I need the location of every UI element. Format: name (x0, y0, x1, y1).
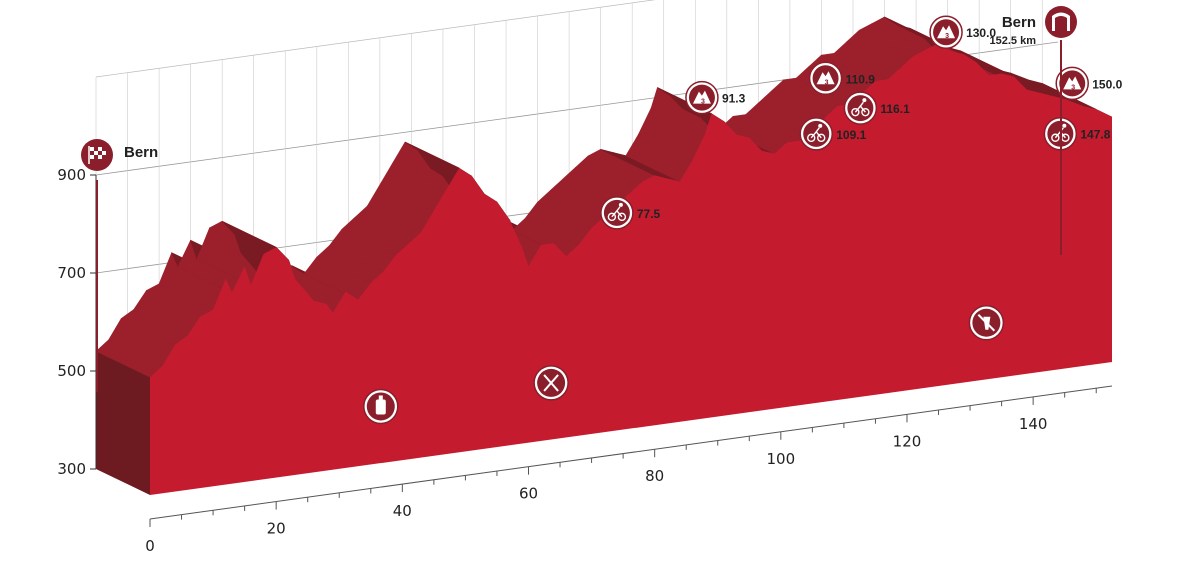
x-tick-label: 140 (1019, 415, 1048, 433)
mountain-cat3-icon: 3 (1055, 66, 1089, 101)
marker-climb: 3 91.3 (685, 80, 746, 115)
profile-front-face (150, 42, 1112, 495)
marker-km-label: 109.1 (836, 128, 866, 142)
marker-km-label: 110.9 (846, 72, 876, 86)
svg-text:3: 3 (1071, 84, 1075, 91)
finish-marker: Bern 152.5 km (990, 6, 1077, 255)
marker-sprint: 109.1 (799, 117, 867, 151)
sprint-icon (799, 117, 833, 151)
finish-label: Bern (1002, 14, 1036, 31)
service-marker (363, 388, 399, 425)
mountain-cat3-icon: 3 (808, 61, 843, 96)
axes: 300 500 700 900 0 20 40 60 80 100 120 140 (57, 166, 1113, 555)
profile-left-face (96, 351, 150, 495)
marker-km-label: 147.8 (1080, 128, 1110, 142)
mountain-cat3-icon: 3 (929, 15, 963, 49)
svg-text:3: 3 (945, 33, 949, 40)
feed-zone-icon (533, 365, 569, 401)
x-tick-label: 0 (145, 537, 155, 555)
marker-sprint: 77.5 (600, 196, 661, 230)
marker-km-label: 150.0 (1092, 77, 1122, 91)
service-marker (533, 365, 569, 401)
elevation-profile (95, 16, 1113, 495)
start-marker: Bern (81, 139, 158, 392)
x-tick-label: 60 (519, 485, 538, 503)
mountain-cat3-icon: 3 (685, 80, 719, 115)
sprint-icon (600, 196, 634, 230)
marker-km-label: 130.0 (966, 26, 996, 40)
marker-climb: 3 130.0 (929, 15, 996, 49)
bottle-icon (363, 388, 399, 425)
x-tick-label: 40 (393, 502, 412, 520)
marker-km-label: 116.1 (880, 102, 910, 116)
svg-text:3: 3 (701, 99, 705, 106)
x-tick-label: 120 (893, 432, 922, 450)
checkered-flag-icon (88, 146, 106, 164)
y-tick-label: 300 (57, 460, 86, 478)
x-tick-label: 100 (766, 450, 795, 468)
sprint-icon (843, 91, 878, 125)
marker-climb: 3 110.9 (808, 61, 876, 96)
finish-distance: 152.5 km (990, 35, 1037, 47)
gridline-horizontal (95, 0, 656, 78)
x-tick-label: 20 (267, 520, 286, 538)
marker-km-label: 91.3 (722, 92, 746, 106)
marker-sprint: 116.1 (843, 91, 910, 125)
no-litter-icon (968, 305, 1005, 341)
x-tick-label: 80 (645, 467, 664, 485)
y-tick-label: 900 (57, 166, 86, 184)
marker-km-label: 77.5 (637, 207, 661, 221)
service-marker (968, 305, 1005, 341)
start-label: Bern (124, 144, 158, 161)
y-tick-label: 700 (57, 264, 86, 282)
finish-arch-icon (1045, 6, 1077, 38)
marker-climb: 3 150.0 (1055, 66, 1123, 101)
svg-text:3: 3 (825, 79, 829, 86)
y-tick-label: 500 (57, 362, 86, 380)
x-axis-line (149, 385, 1113, 520)
